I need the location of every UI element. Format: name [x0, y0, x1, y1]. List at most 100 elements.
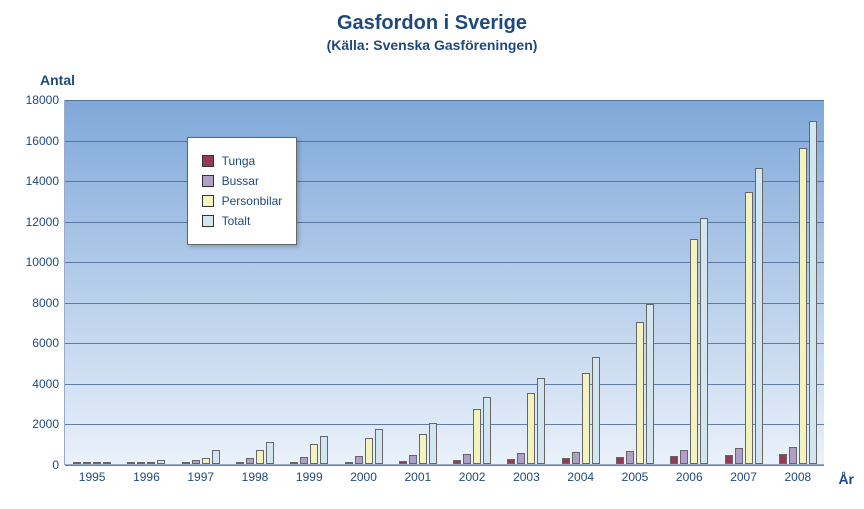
y-tick-label: 14000 [26, 174, 65, 188]
y-tick-label: 4000 [32, 377, 65, 391]
grid-line [65, 222, 824, 223]
bar-group [453, 397, 491, 464]
bar-group [399, 423, 437, 464]
x-tick-label: 2008 [784, 464, 811, 484]
bar [365, 438, 373, 464]
legend-swatch [202, 195, 214, 207]
bar [517, 453, 525, 464]
bar [799, 148, 807, 464]
bar [779, 454, 787, 464]
bar [670, 456, 678, 464]
bar [592, 357, 600, 464]
bar [626, 451, 634, 464]
bar [690, 239, 698, 464]
bar-group [182, 450, 220, 464]
bar [256, 450, 264, 464]
x-tick-label: 2007 [730, 464, 757, 484]
bar [473, 409, 481, 464]
legend-label: Personbilar [222, 194, 283, 208]
bar [483, 397, 491, 464]
y-tick-label: 8000 [32, 296, 65, 310]
grid-line [65, 343, 824, 344]
bar [789, 447, 797, 464]
y-tick-label: 0 [52, 458, 65, 472]
x-tick-label: 2004 [567, 464, 594, 484]
bar-group [616, 304, 654, 464]
grid-line [65, 100, 824, 101]
chart-subtitle: (Källa: Svenska Gasföreningen) [0, 37, 864, 53]
y-tick-label: 10000 [26, 255, 65, 269]
grid-line [65, 181, 824, 182]
bar-group [670, 218, 708, 464]
plot-area: 0200040006000800010000120001400016000180… [64, 100, 824, 465]
bar [735, 448, 743, 464]
bar [745, 192, 753, 464]
x-tick-label: 1997 [187, 464, 214, 484]
bar [409, 455, 417, 464]
chart-title: Gasfordon i Sverige [0, 0, 864, 35]
legend-entry: Personbilar [202, 194, 283, 208]
x-tick-label: 2006 [676, 464, 703, 484]
bar [320, 436, 328, 464]
y-tick-label: 12000 [26, 215, 65, 229]
bar-group [345, 429, 383, 464]
x-axis-label: År [838, 471, 854, 487]
bar [310, 444, 318, 464]
bar [375, 429, 383, 464]
bar-group [507, 378, 545, 464]
bar [572, 452, 580, 464]
x-tick-label: 1995 [79, 464, 106, 484]
bar [212, 450, 220, 464]
bar-group [562, 357, 600, 464]
bar [527, 393, 535, 464]
x-tick-label: 2005 [622, 464, 649, 484]
legend-entry: Totalt [202, 214, 283, 228]
y-tick-label: 18000 [26, 93, 65, 107]
grid-line [65, 303, 824, 304]
legend-swatch [202, 215, 214, 227]
y-tick-label: 16000 [26, 134, 65, 148]
bar [636, 322, 644, 464]
y-tick-label: 6000 [32, 336, 65, 350]
bar [755, 168, 763, 464]
legend-label: Bussar [222, 174, 259, 188]
bar [300, 457, 308, 464]
y-axis-label: Antal [40, 72, 75, 88]
grid-line [65, 141, 824, 142]
bar [616, 457, 624, 464]
bar [646, 304, 654, 464]
legend-box: Tunga Bussar Personbilar Totalt [187, 137, 298, 245]
bar [582, 373, 590, 464]
grid-line [65, 262, 824, 263]
legend-label: Tunga [222, 154, 256, 168]
bar [463, 454, 471, 464]
legend-label: Totalt [222, 214, 251, 228]
legend-swatch [202, 175, 214, 187]
x-tick-label: 1996 [133, 464, 160, 484]
bar [266, 442, 274, 464]
y-tick-label: 2000 [32, 417, 65, 431]
grid-line [65, 465, 824, 466]
x-tick-label: 2001 [404, 464, 431, 484]
bar [537, 378, 545, 464]
bar [725, 455, 733, 464]
bar [419, 434, 427, 464]
bar [700, 218, 708, 464]
bar-group [236, 442, 274, 464]
bar-group [725, 168, 763, 464]
grid-line [65, 424, 824, 425]
x-tick-label: 2002 [459, 464, 486, 484]
x-tick-label: 2003 [513, 464, 540, 484]
legend-entry: Tunga [202, 154, 283, 168]
grid-line [65, 384, 824, 385]
legend-swatch [202, 155, 214, 167]
bar [355, 456, 363, 464]
bar [680, 450, 688, 464]
bar-group [779, 121, 817, 464]
bar-group [290, 436, 328, 464]
bar [429, 423, 437, 464]
x-tick-label: 2000 [350, 464, 377, 484]
bar [809, 121, 817, 464]
x-tick-label: 1999 [296, 464, 323, 484]
legend-entry: Bussar [202, 174, 283, 188]
